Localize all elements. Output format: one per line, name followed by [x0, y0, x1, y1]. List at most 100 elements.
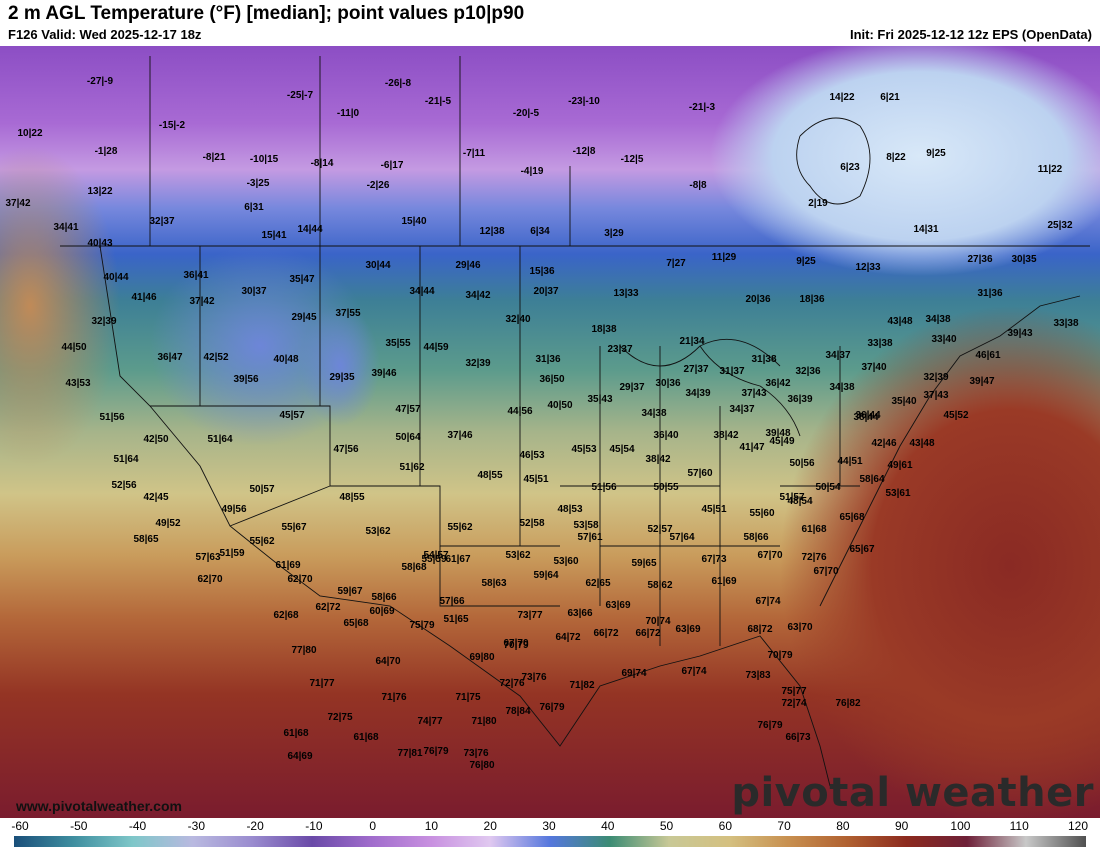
point-value: 61|67	[445, 554, 470, 565]
point-value: 50|64	[395, 432, 420, 443]
point-value: 34|42	[465, 290, 490, 301]
point-value: 35|40	[891, 396, 916, 407]
point-value: 48|55	[339, 492, 364, 503]
point-value: 49|56	[221, 504, 246, 515]
point-value: 57|66	[439, 596, 464, 607]
colorbar-gradient	[14, 836, 1086, 847]
point-value: 36|40	[653, 430, 678, 441]
point-value: 48|53	[557, 504, 582, 515]
point-value: 45|53	[571, 444, 596, 455]
point-value: 44|51	[837, 456, 862, 467]
point-value: 76|80	[469, 760, 494, 771]
point-value: 64|72	[555, 632, 580, 643]
point-value: 72|74	[781, 698, 806, 709]
point-value: 32|37	[149, 216, 174, 227]
point-value: 62|72	[315, 602, 340, 613]
point-value: 71|75	[455, 692, 480, 703]
point-value: 53|60	[553, 556, 578, 567]
point-value: 30|36	[655, 378, 680, 389]
point-value: 37|43	[923, 390, 948, 401]
map-header: 2 m AGL Temperature (°F) [median]; point…	[0, 0, 1100, 46]
point-value: 66|72	[593, 628, 618, 639]
political-boundaries	[60, 56, 1090, 787]
point-value: 59|67	[337, 586, 362, 597]
point-value: 63|66	[567, 608, 592, 619]
point-value: 34|37	[729, 404, 754, 415]
point-value: 67|70	[503, 638, 528, 649]
point-value: 49|61	[887, 460, 912, 471]
point-value: 40|44	[103, 272, 128, 283]
point-value: 37|46	[447, 430, 472, 441]
valid-time: F126 Valid: Wed 2025-12-17 18z	[8, 27, 202, 42]
point-value: 71|77	[309, 678, 334, 689]
point-value: 44|56	[507, 406, 532, 417]
point-value: 63|70	[787, 622, 812, 633]
point-value: 9|25	[926, 148, 946, 159]
point-value: 33|38	[1053, 318, 1078, 329]
point-value: 50|54	[815, 482, 840, 493]
point-value: 73|83	[745, 670, 770, 681]
point-value: 55|67	[281, 522, 306, 533]
point-value: 6|34	[530, 226, 550, 237]
point-value: 41|47	[739, 442, 764, 453]
point-value: 61|69	[711, 576, 736, 587]
point-value: 51|64	[207, 434, 232, 445]
point-value: 66|72	[635, 628, 660, 639]
point-value: 58|64	[859, 474, 884, 485]
point-value: 45|51	[523, 474, 548, 485]
point-value: 36|39	[787, 394, 812, 405]
point-value: 40|48	[273, 354, 298, 365]
colorado-cold-area	[300, 306, 380, 426]
point-value: 12|33	[855, 262, 880, 273]
point-value: 34|38	[925, 314, 950, 325]
point-value: 38|44	[853, 412, 878, 423]
colorbar-tick-label: 10	[424, 819, 439, 833]
point-value: -11|0	[337, 108, 360, 119]
point-value: 36|42	[765, 378, 790, 389]
point-value: -26|-8	[385, 78, 412, 89]
point-value: 41|46	[131, 292, 156, 303]
point-value: 58|68	[401, 562, 426, 573]
point-value: 30|44	[365, 260, 390, 271]
point-value: 11|29	[712, 252, 737, 263]
point-value: 55|59	[421, 554, 446, 565]
point-value: 42|52	[203, 352, 228, 363]
point-value: 51|59	[219, 548, 244, 559]
point-value: 45|57	[279, 410, 304, 421]
temperature-colorbar: -60 -50 -40 -30 -20 -10 0 10 20 30 40 50 60 70 80 90 100…	[0, 818, 1100, 850]
point-value: 51|57	[779, 492, 804, 503]
point-value: 27|36	[967, 254, 992, 265]
point-value: -8|8	[689, 180, 707, 191]
point-value: 39|43	[1007, 328, 1032, 339]
point-value: 34|44	[409, 286, 434, 297]
point-value: 30|35	[1011, 254, 1036, 265]
point-value: 6|23	[840, 162, 860, 173]
point-value: 48|55	[477, 470, 502, 481]
point-value: 33|38	[867, 338, 892, 349]
point-value: 61|68	[801, 524, 826, 535]
point-value: 2|19	[808, 198, 828, 209]
point-value: -8|21	[203, 152, 226, 163]
point-value: 52|57	[647, 524, 672, 535]
point-value: 29|35	[329, 372, 354, 383]
point-value: 58|62	[647, 580, 672, 591]
point-value: 35|43	[587, 394, 612, 405]
point-value: 36|44	[855, 410, 880, 421]
point-value: 43|48	[887, 316, 912, 327]
point-value: 73|77	[517, 610, 542, 621]
point-value: 37|40	[861, 362, 886, 373]
website-url[interactable]: www.pivotalweather.com	[16, 798, 182, 814]
point-value: 51|56	[99, 412, 124, 423]
point-value: 58|66	[743, 532, 768, 543]
point-value: 76|79	[539, 702, 564, 713]
point-value: 60|69	[369, 606, 394, 617]
point-value: 6|31	[244, 202, 264, 213]
map-title: 2 m AGL Temperature (°F) [median]; point…	[8, 3, 525, 24]
point-value: -12|8	[573, 146, 596, 157]
point-value: 15|41	[261, 230, 286, 241]
point-value: -1|28	[95, 146, 118, 157]
temperature-map[interactable]: -27|-9 -25|-7 -26|-8 -21|-5 -23|-10 -21|-3 14|…	[0, 46, 1100, 818]
point-value: 65|68	[839, 512, 864, 523]
point-value: 53|58	[573, 520, 598, 531]
point-value: 75|79	[409, 620, 434, 631]
